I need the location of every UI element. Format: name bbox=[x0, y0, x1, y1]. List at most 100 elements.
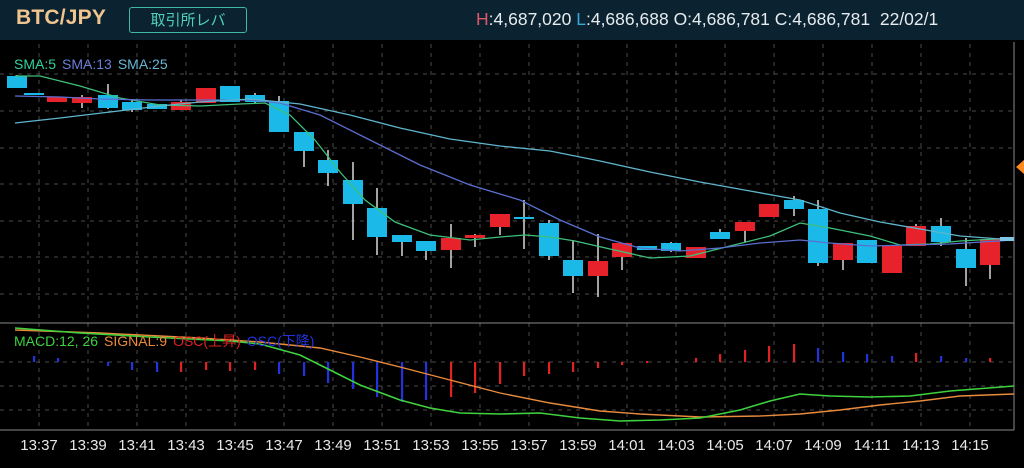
sma-legend: SMA:5 SMA:13 SMA:25 bbox=[14, 56, 174, 72]
osc-bar bbox=[695, 358, 698, 362]
candle-body bbox=[465, 235, 485, 238]
candle-body bbox=[686, 247, 706, 258]
osc-bar bbox=[327, 362, 330, 383]
osc-bar bbox=[621, 362, 624, 365]
candle-body bbox=[294, 132, 314, 151]
macd-legend-item: OSC(上昇) bbox=[173, 333, 241, 349]
candle-body bbox=[906, 226, 926, 246]
time-tick-label: 14:09 bbox=[804, 437, 842, 454]
candle-body bbox=[367, 208, 387, 237]
candle-body bbox=[220, 86, 240, 102]
macd-legend-item: OSC(下降) bbox=[246, 333, 315, 349]
candle-body bbox=[612, 243, 632, 257]
low-value: :4,686,688 bbox=[585, 9, 669, 29]
osc-bar bbox=[768, 346, 771, 362]
sma-legend-item: SMA:13 bbox=[62, 56, 112, 72]
osc-bar bbox=[793, 344, 796, 362]
osc-bar bbox=[376, 362, 379, 397]
time-tick-label: 14:11 bbox=[853, 437, 891, 454]
osc-bar bbox=[817, 348, 820, 362]
osc-bar bbox=[352, 362, 355, 389]
sma-line bbox=[14, 95, 1015, 252]
time-tick-label: 13:53 bbox=[412, 437, 450, 454]
osc-bar bbox=[891, 356, 894, 362]
macd-legend: MACD:12, 26 SIGNAL:9 OSC(上昇) OSC(下降) bbox=[14, 331, 320, 351]
osc-bar bbox=[205, 362, 208, 370]
time-tick-label: 14:07 bbox=[755, 437, 793, 454]
osc-bar bbox=[572, 362, 575, 372]
osc-bar bbox=[965, 358, 968, 362]
osc-bar bbox=[940, 356, 943, 362]
ohlc-readout: H:4,687,020 L:4,686,688 O:4,686,781 C:4,… bbox=[476, 9, 938, 30]
price-level-tag bbox=[1000, 237, 1014, 241]
osc-bar bbox=[156, 362, 159, 372]
symbol-title[interactable]: BTC/JPY bbox=[16, 6, 107, 29]
osc-bar bbox=[744, 350, 747, 362]
candle-body bbox=[245, 95, 265, 102]
candle-body bbox=[956, 249, 976, 268]
candle-body bbox=[980, 239, 1000, 265]
high-value: :4,687,020 bbox=[488, 9, 572, 29]
candle-body bbox=[539, 223, 559, 256]
osc-bar bbox=[131, 362, 134, 370]
osc-bar bbox=[866, 354, 869, 362]
open-value: O:4,686,781 bbox=[673, 9, 770, 29]
current-price-marker-icon bbox=[1016, 160, 1024, 174]
header-bar: BTC/JPY 取引所レバ H:4,687,020 L:4,686,688 O:… bbox=[0, 0, 1024, 40]
sma-legend-item: SMA:25 bbox=[117, 56, 168, 72]
candle-body bbox=[857, 240, 877, 263]
time-tick-label: 13:55 bbox=[461, 437, 499, 454]
candle-body bbox=[47, 97, 67, 102]
high-label: H bbox=[476, 9, 489, 29]
macd-legend-item: MACD:12, 26 bbox=[14, 333, 99, 349]
time-tick-label: 13:45 bbox=[216, 437, 254, 454]
osc-bar bbox=[278, 362, 281, 374]
time-tick-label: 13:57 bbox=[510, 437, 548, 454]
osc-bar bbox=[425, 362, 428, 400]
time-tick-label: 13:41 bbox=[118, 437, 156, 454]
candle-body bbox=[784, 200, 804, 209]
osc-bar bbox=[499, 362, 502, 384]
time-tick-label: 13:37 bbox=[20, 437, 58, 454]
sma-line bbox=[14, 98, 1015, 241]
candle-body bbox=[759, 204, 779, 217]
time-tick-label: 13:43 bbox=[167, 437, 205, 454]
candle-body bbox=[416, 241, 436, 251]
osc-bar bbox=[229, 362, 232, 371]
time-tick-label: 13:51 bbox=[363, 437, 401, 454]
osc-bar bbox=[989, 358, 992, 362]
osc-bar bbox=[107, 362, 110, 366]
candle-body bbox=[441, 238, 461, 250]
date-value: 22/02/1 bbox=[879, 9, 939, 29]
candle-body bbox=[710, 232, 730, 239]
candle-body bbox=[563, 260, 583, 276]
candle-body bbox=[661, 243, 681, 251]
osc-bar bbox=[597, 362, 600, 368]
market-type-badge[interactable]: 取引所レバ bbox=[129, 7, 247, 33]
macd-legend-item: SIGNAL:9 bbox=[104, 333, 168, 349]
time-axis: 13:37 13:39 13:41 13:43 13:45 13:47 13:49 13:51… bbox=[0, 437, 1024, 461]
time-tick-label: 14:15 bbox=[951, 437, 989, 454]
time-tick-label: 14:13 bbox=[902, 437, 940, 454]
time-tick-label: 13:49 bbox=[314, 437, 352, 454]
close-value: C:4,686,781 bbox=[774, 9, 871, 29]
osc-bar bbox=[254, 362, 257, 370]
osc-bar bbox=[523, 362, 526, 376]
time-tick-label: 14:03 bbox=[657, 437, 695, 454]
signal-line bbox=[14, 329, 1015, 418]
candle-body bbox=[343, 180, 363, 204]
osc-bar bbox=[180, 362, 183, 372]
macd-line bbox=[14, 327, 1015, 422]
time-tick-label: 14:01 bbox=[608, 437, 646, 454]
osc-bar bbox=[474, 362, 477, 393]
candle-body bbox=[196, 88, 216, 103]
osc-bar bbox=[33, 356, 36, 362]
sma-line bbox=[15, 75, 1015, 259]
osc-bar bbox=[57, 358, 60, 362]
candle-body bbox=[122, 102, 142, 110]
osc-bar bbox=[915, 353, 918, 362]
osc-bar bbox=[401, 362, 404, 402]
osc-bar bbox=[450, 362, 453, 397]
low-label: L bbox=[576, 9, 586, 29]
